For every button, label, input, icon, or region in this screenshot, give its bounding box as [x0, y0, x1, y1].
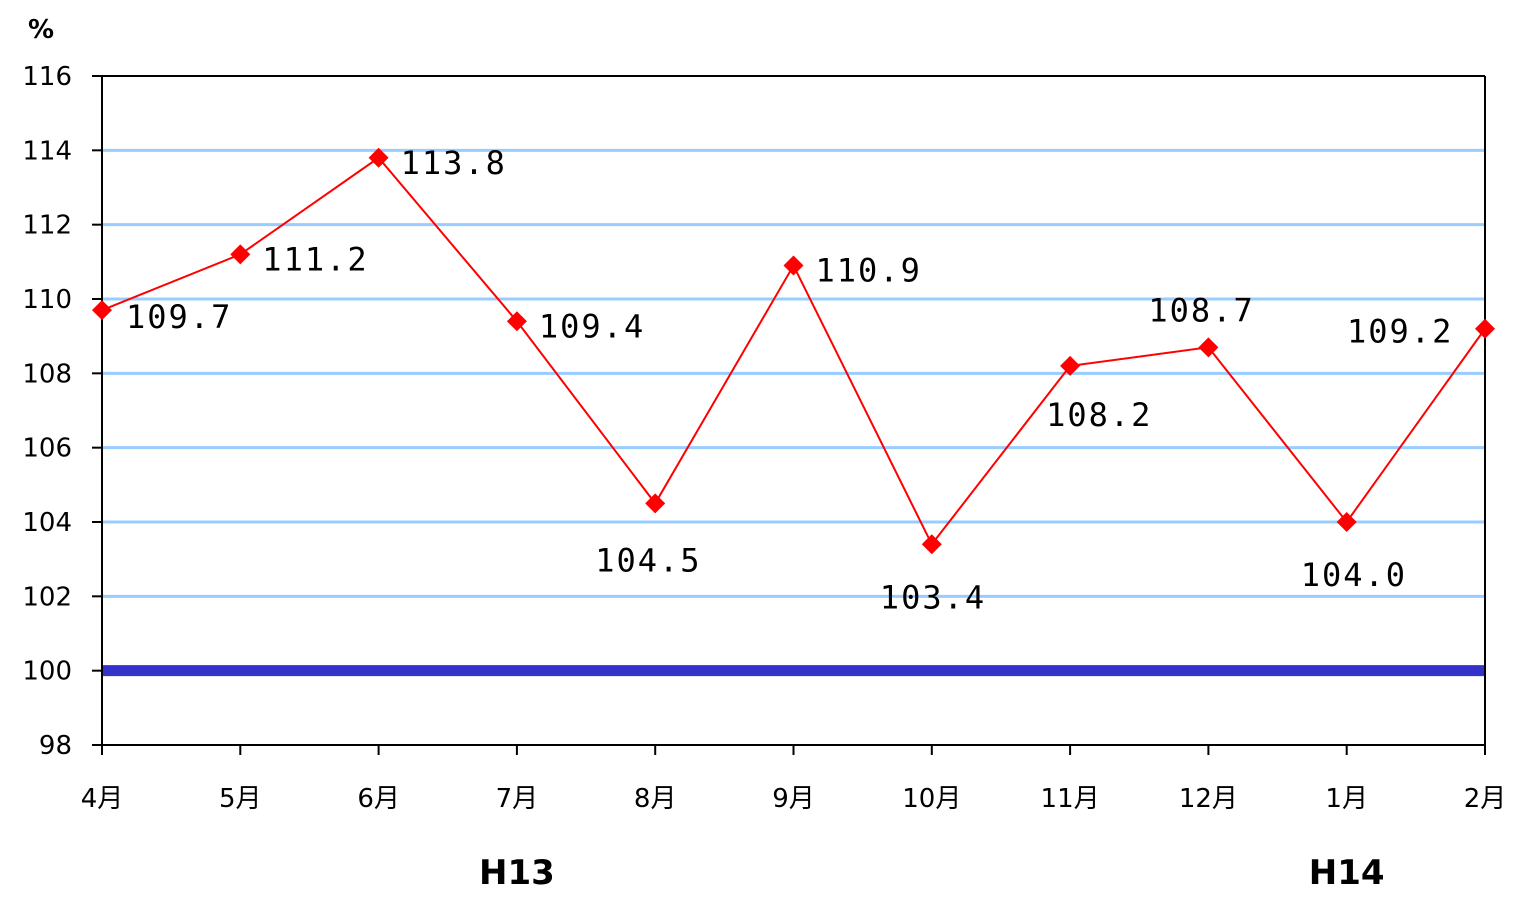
axes: 98 100 102 104 106 108 110 112 114 116 4月 5月 6月 7月 8月 9…: [22, 62, 1506, 814]
x-tick-label: 7月: [496, 784, 539, 814]
y-tick-label: 100: [22, 657, 72, 687]
data-point-marker: [368, 147, 389, 168]
data-label: 110.9: [816, 252, 922, 290]
series-layer: [92, 147, 1495, 555]
data-point-marker: [921, 534, 942, 555]
data-label: 108.2: [1046, 396, 1152, 434]
period-label: H13: [479, 853, 555, 893]
data-label: 109.2: [1347, 313, 1453, 351]
x-tick-label: 4月: [81, 784, 124, 814]
data-label: 109.7: [126, 298, 232, 336]
data-point-marker: [1336, 512, 1357, 532]
y-tick-label: 102: [22, 582, 72, 612]
y-unit-label: %: [28, 15, 54, 45]
y-tick-label: 116: [22, 62, 72, 92]
y-tick-label: 106: [22, 434, 72, 464]
x-tick-label: 9月: [772, 784, 815, 814]
data-label: 109.4: [539, 307, 645, 345]
data-labels: 109.7 111.2 113.8 109.4 104.5 110.9 103.4 108.2…: [126, 144, 1453, 617]
period-label: H14: [1309, 853, 1385, 893]
data-point-marker: [1475, 318, 1495, 339]
y-tick-label: 114: [22, 136, 72, 166]
data-label: 113.8: [401, 144, 507, 182]
y-tick-label: 98: [39, 731, 72, 761]
data-point-marker: [92, 300, 112, 321]
series-line: [101, 156, 1486, 547]
x-tick-label: 12月: [1179, 784, 1238, 814]
data-point-marker: [1060, 355, 1081, 376]
data-label: 104.5: [595, 541, 701, 579]
data-point-marker: [506, 311, 527, 332]
data-label: 103.4: [880, 578, 986, 616]
x-tick-label: 10月: [902, 784, 961, 814]
y-tick-label: 110: [22, 285, 72, 315]
y-tick-label: 104: [22, 508, 72, 538]
y-tick-label: 112: [22, 211, 72, 241]
data-point-marker: [645, 493, 666, 514]
data-label: 104.0: [1301, 556, 1407, 594]
y-tick-label: 108: [22, 359, 72, 389]
data-label: 111.2: [262, 240, 368, 278]
x-tick-label: 5月: [219, 784, 262, 814]
data-point-marker: [783, 255, 804, 276]
period-labels: H13 H14: [479, 853, 1385, 893]
x-tick-label: 2月: [1464, 784, 1507, 814]
x-tick-label: 11月: [1041, 784, 1100, 814]
gridlines: [102, 148, 1485, 598]
x-tick-label: 8月: [634, 784, 677, 814]
x-tick-label: 6月: [357, 784, 400, 814]
x-tick-label: 1月: [1325, 784, 1368, 814]
data-point-marker: [230, 244, 251, 265]
data-label: 108.7: [1148, 291, 1254, 329]
data-point-marker: [1198, 337, 1219, 358]
